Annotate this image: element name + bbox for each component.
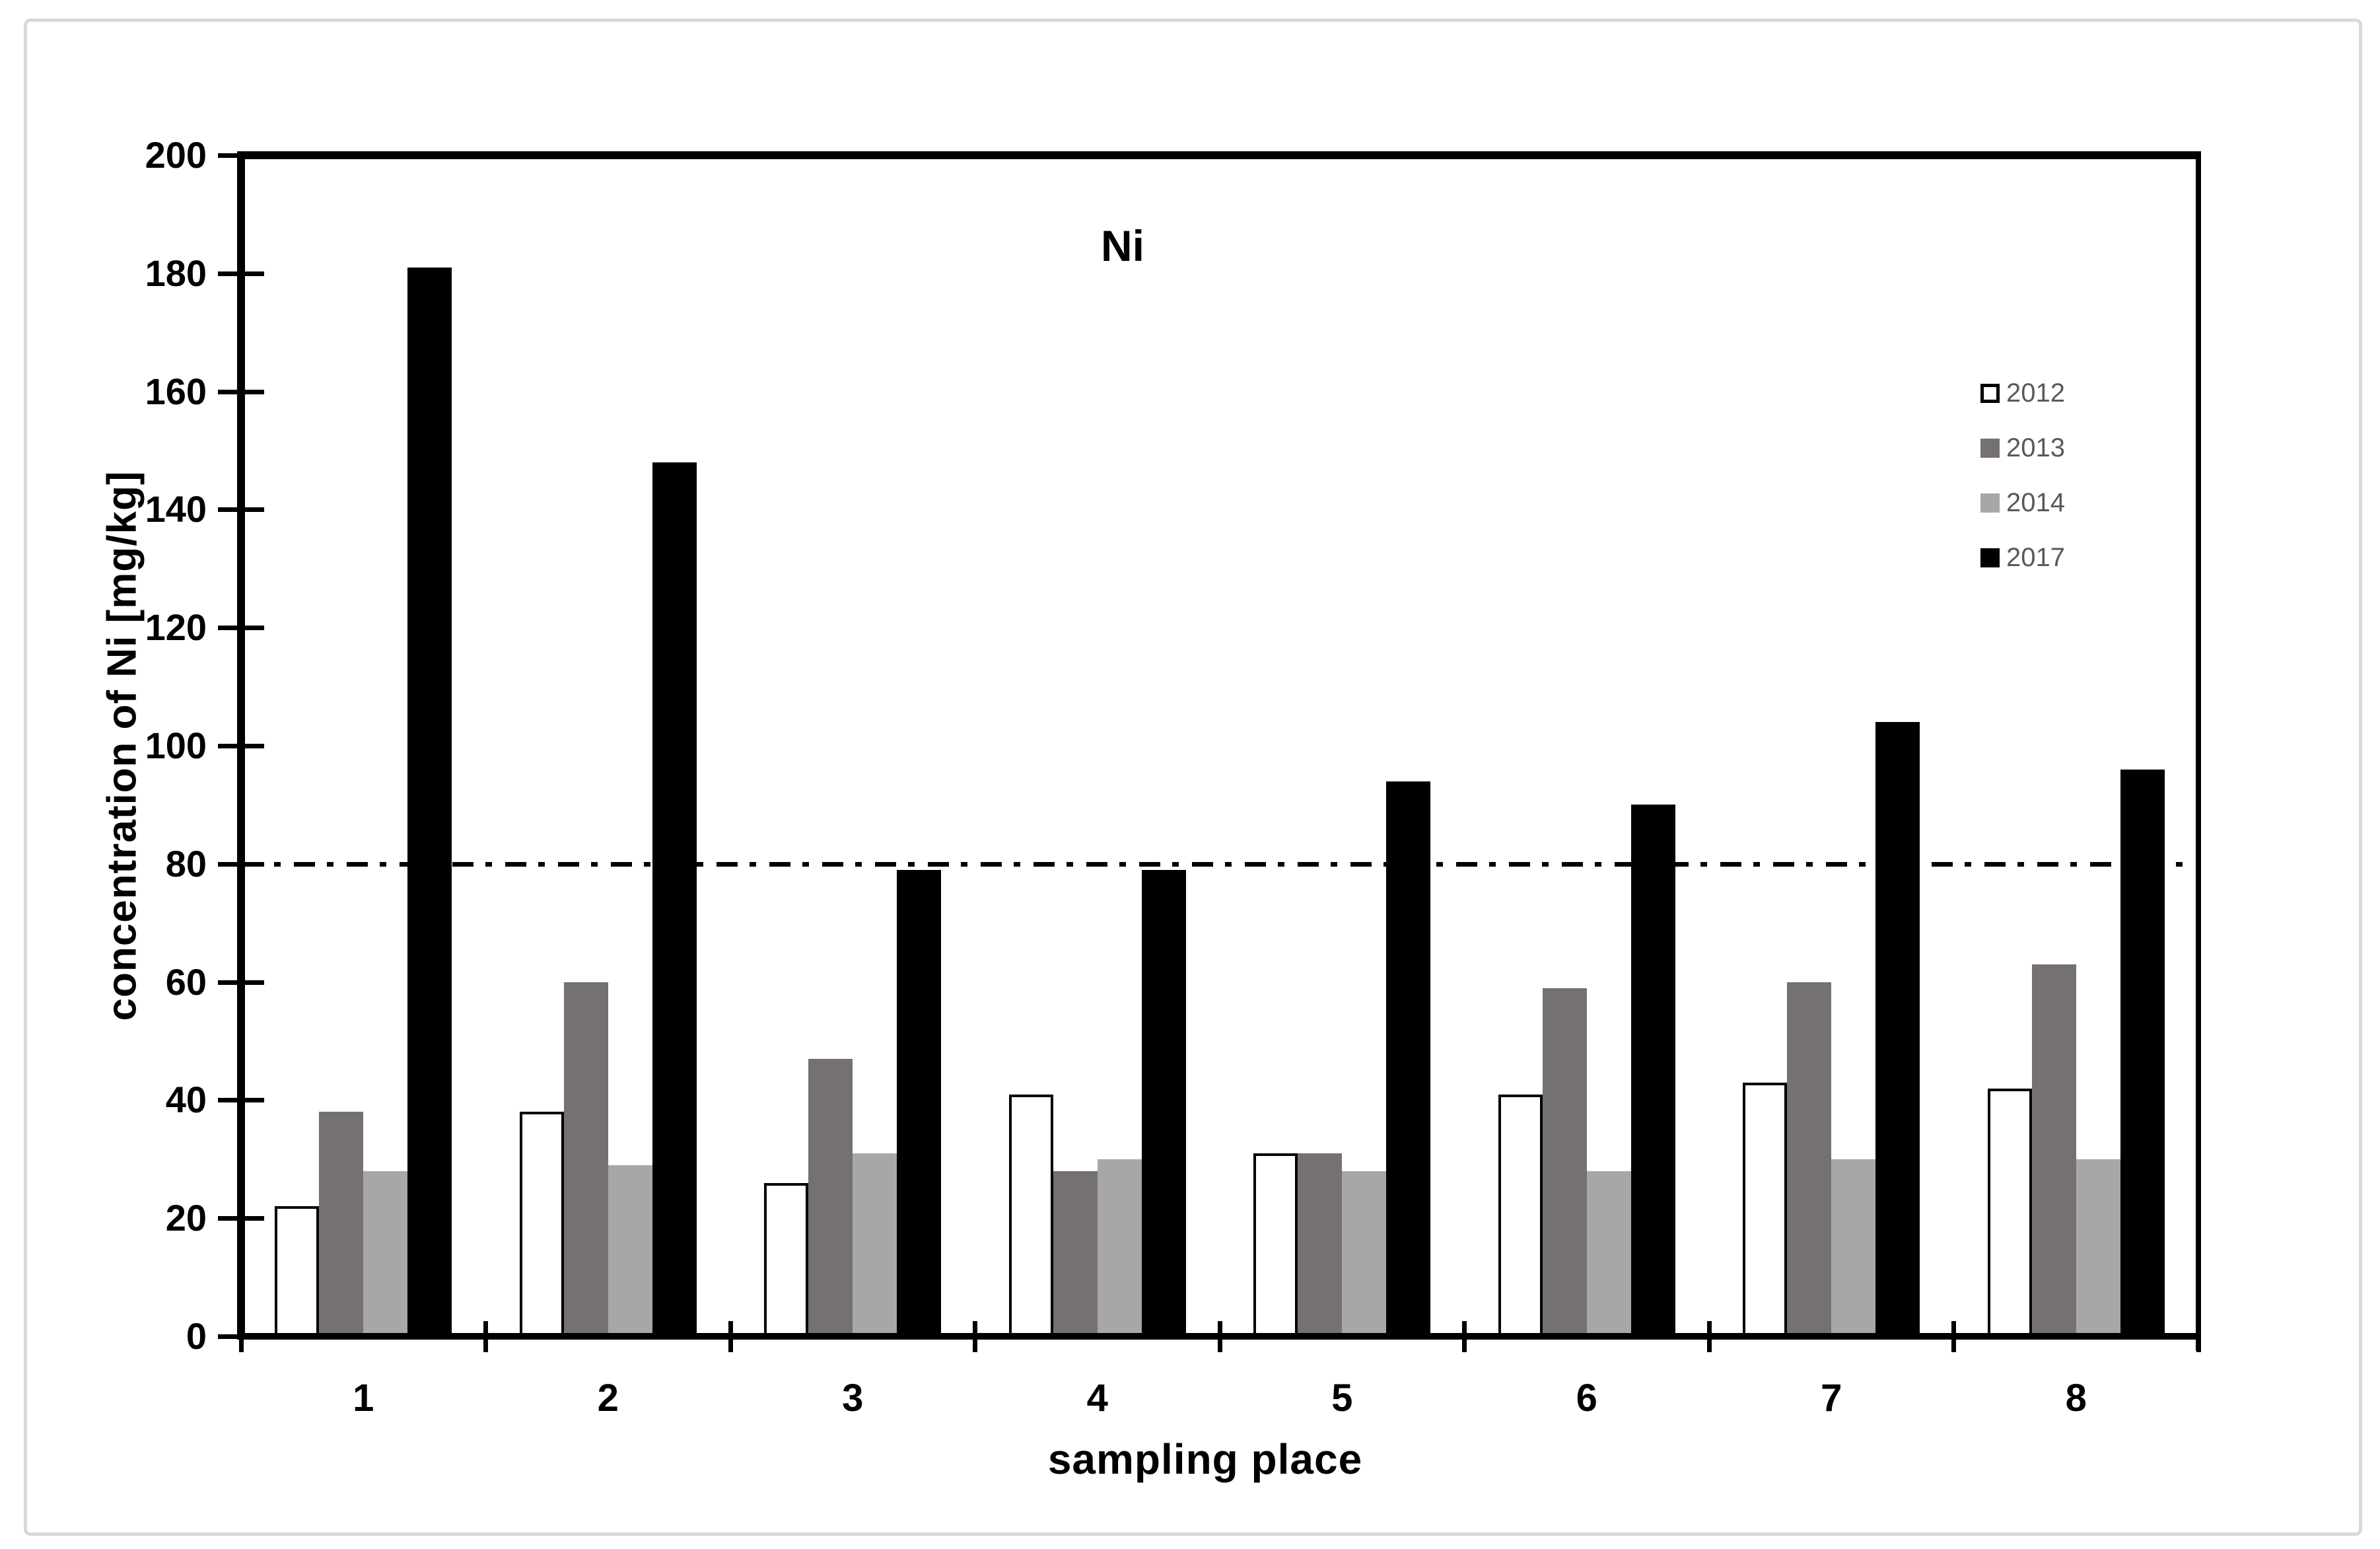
bar-2013-g3 bbox=[808, 1058, 853, 1336]
bar-2012-g1 bbox=[275, 1206, 319, 1336]
x-axis-tick bbox=[1951, 1321, 1956, 1352]
bar-2012-g8 bbox=[1987, 1088, 2032, 1336]
bar-2012-g2 bbox=[519, 1112, 564, 1336]
x-axis-tick bbox=[1217, 1321, 1222, 1352]
legend-item-2012: 2012 bbox=[1980, 380, 2065, 406]
y-axis-tick-label: 80 bbox=[165, 843, 207, 884]
x-axis-tick bbox=[238, 1321, 244, 1352]
bar-2017-g3 bbox=[897, 869, 941, 1336]
y-axis-tick-label: 20 bbox=[165, 1197, 207, 1239]
legend-label-2014: 2014 bbox=[2006, 488, 2065, 517]
bar-2014-g8 bbox=[2076, 1159, 2120, 1336]
y-axis-tick bbox=[218, 153, 264, 158]
x-category-label-5: 5 bbox=[1331, 1377, 1353, 1420]
bar-2017-g2 bbox=[652, 462, 697, 1336]
y-axis-tick-label: 60 bbox=[165, 961, 207, 1003]
y-axis-tick-label: 100 bbox=[145, 725, 207, 766]
y-axis-tick-label: 200 bbox=[145, 134, 207, 176]
y-axis-tick bbox=[218, 1216, 264, 1221]
bar-2014-g6 bbox=[1586, 1171, 1631, 1336]
y-axis-tick bbox=[218, 980, 264, 985]
y-axis-tick bbox=[218, 744, 264, 748]
legend-item-2017: 2017 bbox=[1980, 544, 2065, 571]
x-axis-tick bbox=[728, 1321, 733, 1352]
x-category-label-7: 7 bbox=[1821, 1377, 1842, 1420]
plot-top-border bbox=[237, 151, 2201, 159]
bar-2014-g7 bbox=[1831, 1159, 1875, 1336]
x-axis-tick bbox=[973, 1321, 977, 1352]
bar-2014-g2 bbox=[608, 1165, 652, 1336]
bar-2012-g4 bbox=[1008, 1094, 1053, 1336]
x-axis-tick bbox=[1462, 1321, 1467, 1352]
x-category-label-1: 1 bbox=[353, 1377, 374, 1420]
y-axis-tick bbox=[218, 507, 264, 512]
legend-swatch-2013 bbox=[1980, 438, 2000, 458]
y-axis-tick-label: 120 bbox=[145, 606, 207, 648]
y-axis-tick bbox=[218, 271, 264, 276]
bar-2012-g6 bbox=[1498, 1094, 1543, 1336]
x-category-label-2: 2 bbox=[597, 1377, 619, 1420]
y-axis-tick bbox=[218, 626, 264, 630]
bar-2014-g5 bbox=[1342, 1171, 1386, 1336]
y-axis-tick bbox=[218, 862, 264, 867]
x-category-label-3: 3 bbox=[842, 1377, 864, 1420]
y-axis-tick-label: 160 bbox=[145, 371, 207, 412]
bar-2013-g8 bbox=[2031, 964, 2076, 1336]
legend-swatch-2012 bbox=[1980, 383, 2000, 403]
bar-2013-g2 bbox=[563, 982, 608, 1336]
bar-2012-g3 bbox=[764, 1182, 808, 1336]
legend-swatch-2014 bbox=[1980, 493, 2000, 513]
y-axis-tick bbox=[218, 1098, 264, 1102]
bar-2014-g4 bbox=[1097, 1159, 1142, 1336]
y-axis-tick-label: 180 bbox=[145, 252, 207, 294]
legend-item-2013: 2013 bbox=[1980, 435, 2065, 461]
bar-2017-g6 bbox=[1630, 805, 1675, 1336]
bar-2013-g5 bbox=[1298, 1153, 1342, 1336]
limit-line bbox=[241, 862, 2198, 867]
chart-title: Ni bbox=[1101, 221, 1144, 270]
y-axis-tick-label: 0 bbox=[186, 1315, 207, 1357]
y-axis-tick-label: 40 bbox=[165, 1079, 207, 1120]
x-category-label-8: 8 bbox=[2065, 1377, 2087, 1420]
bar-2013-g4 bbox=[1053, 1171, 1098, 1336]
bar-2017-g8 bbox=[2120, 769, 2165, 1336]
x-category-label-6: 6 bbox=[1576, 1377, 1597, 1420]
x-axis-tick bbox=[483, 1321, 488, 1352]
bar-2017-g5 bbox=[1386, 781, 1430, 1336]
legend-item-2014: 2014 bbox=[1980, 489, 2065, 516]
bar-2017-g4 bbox=[1141, 869, 1186, 1336]
bar-2012-g5 bbox=[1253, 1153, 1298, 1336]
bar-2017-g1 bbox=[407, 267, 452, 1336]
x-axis-tick bbox=[1706, 1321, 1712, 1352]
legend-swatch-2017 bbox=[1980, 548, 2000, 567]
legend-label-2012: 2012 bbox=[2006, 378, 2065, 408]
y-axis-tick-label: 140 bbox=[145, 488, 207, 530]
legend-label-2017: 2017 bbox=[2006, 543, 2065, 572]
legend-label-2013: 2013 bbox=[2006, 433, 2065, 462]
y-axis-tick bbox=[218, 390, 264, 394]
plot-right-border bbox=[2196, 151, 2201, 1351]
bar-2013-g6 bbox=[1542, 988, 1587, 1336]
bar-2014-g3 bbox=[853, 1153, 897, 1336]
bar-2017-g7 bbox=[1875, 722, 1920, 1336]
bar-2013-g1 bbox=[319, 1112, 363, 1336]
bar-2012-g7 bbox=[1743, 1082, 1787, 1336]
x-category-label-4: 4 bbox=[1086, 1377, 1108, 1420]
bar-2014-g1 bbox=[363, 1171, 407, 1336]
x-axis-tick bbox=[2196, 1321, 2201, 1352]
x-axis-title: sampling place bbox=[1047, 1435, 1363, 1483]
bar-2013-g7 bbox=[1787, 982, 1831, 1336]
